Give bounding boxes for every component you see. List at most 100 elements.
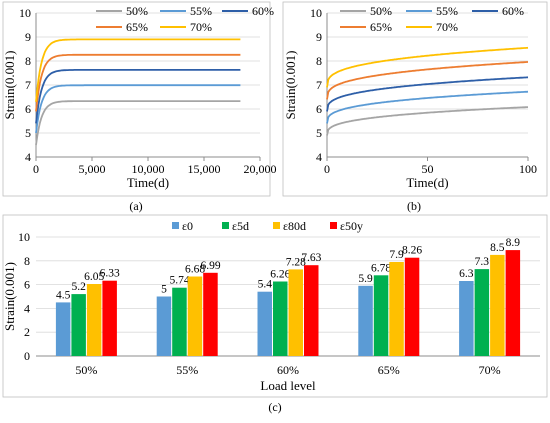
x-tick-label: 60% [277, 363, 299, 377]
x-tick-label: 50 [422, 162, 434, 176]
y-tick-label: 5 [25, 126, 31, 140]
bar-55pct-4 [203, 272, 218, 356]
bar-70pct-2 [474, 269, 490, 356]
data-label: 6.68 [185, 264, 205, 276]
data-label: 7.63 [301, 252, 321, 264]
legend-label: 50% [126, 4, 148, 18]
x-tick-label: 0 [33, 162, 39, 176]
series-line-55pct [326, 90, 529, 124]
y-tick-label: 2 [24, 325, 30, 339]
bar-50pct-4 [102, 280, 117, 356]
y-axis-title: Strain(0.001) [2, 262, 17, 331]
data-label: 5.2 [72, 281, 87, 293]
legend-label: 65% [126, 20, 148, 34]
panel-c-chart: 0 2 4 6 8 10 50% 4.55.26.056.33 55% 55.746.686.99… [2, 214, 548, 398]
y-tick-label: 4 [316, 150, 322, 164]
series-line-70pct [326, 46, 529, 88]
x-axis-title: Time(d) [406, 175, 448, 190]
bar-50pct-3 [86, 284, 102, 356]
legend-swatch [172, 222, 179, 229]
y-tick-label: 10 [18, 230, 30, 244]
legend-label: 70% [436, 20, 458, 34]
legend-label: 65% [370, 20, 392, 34]
chart-frame [2, 1, 271, 197]
bar-65pct-4 [404, 257, 420, 356]
legend-label: ε80d [283, 219, 306, 233]
x-axis-title: Time(d) [127, 175, 169, 190]
x-tick-label: 100 [519, 162, 537, 176]
data-label: 5 [161, 284, 167, 296]
data-label: 8.9 [506, 237, 521, 249]
legend-label: 60% [252, 4, 274, 18]
data-label: 8.26 [402, 245, 422, 257]
x-axis-title: Load level [260, 378, 316, 393]
y-axis-title: Strain(0.001) [2, 51, 17, 120]
legend-label: ε5d [232, 219, 249, 233]
x-tick-label: 20,000 [244, 162, 277, 176]
y-tick-label: 0 [24, 349, 30, 363]
y-tick-label: 8 [25, 54, 31, 68]
series-line-50pct [326, 106, 528, 136]
bar-50pct-1 [55, 302, 71, 356]
data-label: 7.28 [286, 256, 306, 268]
bar-50pct-2 [71, 294, 86, 356]
y-tick-label: 9 [316, 30, 322, 44]
x-tick-label: 10,000 [132, 162, 165, 176]
series-line-65pct [35, 53, 241, 112]
y-tick-label: 7 [316, 78, 322, 92]
bar-65pct-1 [358, 285, 373, 356]
bar-65pct-2 [373, 275, 389, 356]
series-line-60pct [35, 69, 241, 124]
data-label: 6.05 [84, 271, 104, 283]
data-label: 6.99 [200, 260, 220, 272]
x-tick-label: 70% [479, 363, 501, 377]
series-line-70pct [35, 38, 241, 102]
x-tick-label: 55% [176, 363, 198, 377]
y-axis-title: Strain(0.001) [283, 51, 298, 120]
bar-60pct-1 [257, 291, 272, 356]
y-tick-label: 8 [24, 254, 30, 268]
legend-label: 60% [502, 4, 524, 18]
x-tick-label: 65% [378, 363, 400, 377]
y-tick-label: 5 [316, 126, 322, 140]
data-label: 5.74 [169, 275, 189, 287]
data-label: 5.4 [258, 279, 273, 291]
bar-55pct-1 [156, 296, 172, 356]
data-label: 6.78 [371, 262, 391, 274]
series-line-55pct [35, 84, 241, 134]
y-tick-label: 8 [316, 54, 322, 68]
y-tick-label: 10 [19, 6, 31, 20]
panel-a-chart: 4 5 6 7 8 9 10 0 5,000 10,000 15,000 20,000 Time(d) S… [2, 1, 277, 197]
y-tick-label: 6 [24, 278, 30, 292]
legend-label: 50% [370, 4, 392, 18]
panel-a-label: (a) [129, 199, 142, 213]
x-tick-label: 0 [324, 162, 330, 176]
legend-label: 70% [190, 20, 212, 34]
bar-60pct-3 [288, 269, 303, 356]
y-tick-label: 4 [25, 150, 31, 164]
series-line-65pct [326, 61, 528, 100]
bar-60pct-2 [273, 281, 288, 356]
data-label: 4.5 [56, 289, 71, 301]
data-label: 6.26 [270, 269, 290, 281]
data-label: 6.3 [459, 268, 474, 280]
panel-b-label: (b) [407, 199, 421, 213]
legend-swatch [273, 222, 280, 229]
y-tick-label: 4 [24, 301, 30, 315]
data-label: 7.3 [475, 256, 490, 268]
data-label: 6.33 [100, 268, 120, 280]
y-tick-label: 6 [316, 102, 322, 116]
panel-c-label: (c) [268, 400, 281, 414]
data-label: 5.9 [358, 273, 373, 285]
bar-65pct-3 [389, 262, 404, 356]
bar-55pct-3 [187, 276, 203, 356]
legend-swatch [222, 222, 229, 229]
bar-70pct-1 [459, 281, 474, 356]
y-tick-label: 7 [25, 78, 31, 92]
legend-label: 55% [436, 4, 458, 18]
data-label: 8.5 [490, 242, 505, 254]
data-label: 7.9 [389, 249, 404, 261]
series-line-50pct [35, 100, 241, 146]
